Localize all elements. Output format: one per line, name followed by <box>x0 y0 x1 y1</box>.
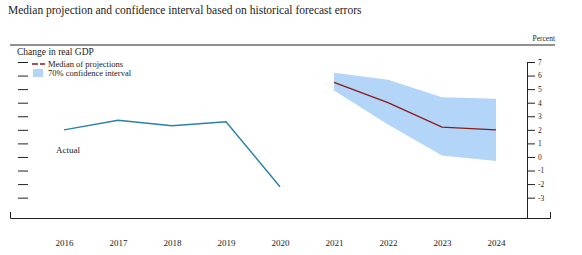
x-tick-label: 2020 <box>272 238 291 248</box>
y-tick-mark <box>18 157 28 158</box>
x-tick: 2021 <box>326 218 344 248</box>
y-tick <box>18 89 28 90</box>
title: Median projection and confidence interva… <box>8 4 362 17</box>
y-tick: 1 <box>527 139 542 148</box>
y-tick-mark <box>18 184 28 185</box>
y-tick-label: 6 <box>538 71 542 80</box>
series-line <box>334 82 496 129</box>
x-tick-label: 2023 <box>434 238 453 248</box>
y-tick <box>18 184 28 185</box>
x-tick-label: 2018 <box>164 238 183 248</box>
x-tick: 2018 <box>164 218 183 248</box>
y-tick <box>18 143 28 144</box>
y-tick: 2 <box>527 126 542 135</box>
y-tick-mark <box>18 89 28 90</box>
y-axis-left <box>18 63 28 199</box>
y-tick-mark <box>18 198 28 199</box>
y-tick-mark <box>527 171 535 172</box>
y-tick-label: -1 <box>538 166 544 175</box>
x-tick-label: 2019 <box>218 238 237 248</box>
y-tick-mark <box>527 143 535 144</box>
y-axis-right: -3 -2 -1 0 1 2 3 4 5 6 7 <box>527 58 544 219</box>
y-tick <box>18 171 28 172</box>
y-tick-mark <box>18 116 28 117</box>
y-tick <box>18 198 28 199</box>
x-tick-label: 2022 <box>380 238 398 248</box>
x-tick-label: 2016 <box>56 238 75 248</box>
chart: Median projection and confidence interva… <box>0 0 582 255</box>
y2-label: Percent <box>533 34 556 43</box>
annotation: Actual <box>56 145 80 155</box>
y-tick-mark <box>527 89 535 90</box>
y-tick: 0 <box>527 153 542 162</box>
legend-swatch <box>33 69 43 77</box>
series-line <box>64 120 280 186</box>
y-tick: 3 <box>527 112 542 121</box>
y-tick: -2 <box>527 180 544 189</box>
y-tick <box>18 76 28 77</box>
y-tick-mark <box>527 62 535 63</box>
y-tick-mark <box>527 130 535 131</box>
y-tick-mark <box>527 103 535 104</box>
y-tick: -3 <box>527 194 544 203</box>
y-tick-mark <box>18 171 28 172</box>
y-tick-mark <box>18 103 28 104</box>
y-tick: 5 <box>527 85 542 94</box>
y-tick-mark <box>18 76 28 77</box>
x-tick-label: 2017 <box>110 238 129 248</box>
y-tick-label: 4 <box>538 99 542 108</box>
y-axis-line <box>528 63 536 219</box>
y-tick-mark <box>18 62 28 63</box>
x-tick: 2016 <box>56 218 75 248</box>
plot-area <box>64 73 496 187</box>
y-tick-label: 0 <box>538 153 542 162</box>
legend-swatch <box>32 63 45 64</box>
x-tick: 2024 <box>488 218 507 248</box>
y-tick-label: -3 <box>538 194 544 203</box>
y-tick <box>18 130 28 131</box>
x-tick: 2019 <box>218 218 237 248</box>
y-tick: -1 <box>527 166 544 175</box>
legend: Median of projections70% confidence inte… <box>32 59 132 78</box>
y-tick-label: 5 <box>538 85 542 94</box>
y-tick <box>18 157 28 158</box>
y-tick-mark <box>18 130 28 131</box>
y-tick-label: 2 <box>538 126 542 135</box>
x-tick: 2017 <box>110 218 129 248</box>
legend-label: 70% confidence interval <box>48 68 132 78</box>
y-tick: 7 <box>527 58 542 67</box>
y-tick: 6 <box>527 71 542 80</box>
y-tick-mark <box>527 76 535 77</box>
x-tick-label: 2024 <box>488 238 507 248</box>
y-tick-label: -2 <box>538 180 544 189</box>
y-tick-mark <box>527 157 535 158</box>
y-tick <box>18 116 28 117</box>
y-tick-label: 7 <box>538 58 542 67</box>
frame-top <box>10 45 555 46</box>
y-tick-mark <box>527 184 535 185</box>
y-tick-mark <box>18 143 28 144</box>
y-tick-mark <box>527 198 535 199</box>
y-tick: 4 <box>527 99 542 108</box>
x-tick-label: 2021 <box>326 238 344 248</box>
y-tick <box>18 62 28 63</box>
x-axis-line <box>11 212 551 219</box>
y-tick <box>18 103 28 104</box>
y-label: Change in real GDP <box>17 47 94 57</box>
y-tick-mark <box>527 116 535 117</box>
x-axis: 2016 2017 2018 2019 2020 2021 2022 2023 2024 <box>11 212 551 248</box>
y-tick-label: 1 <box>538 139 542 148</box>
confidence-band <box>334 73 496 161</box>
x-tick: 2020 <box>272 218 291 248</box>
x-tick: 2023 <box>434 218 453 248</box>
x-tick: 2022 <box>380 218 398 248</box>
y-tick-label: 3 <box>538 112 542 121</box>
